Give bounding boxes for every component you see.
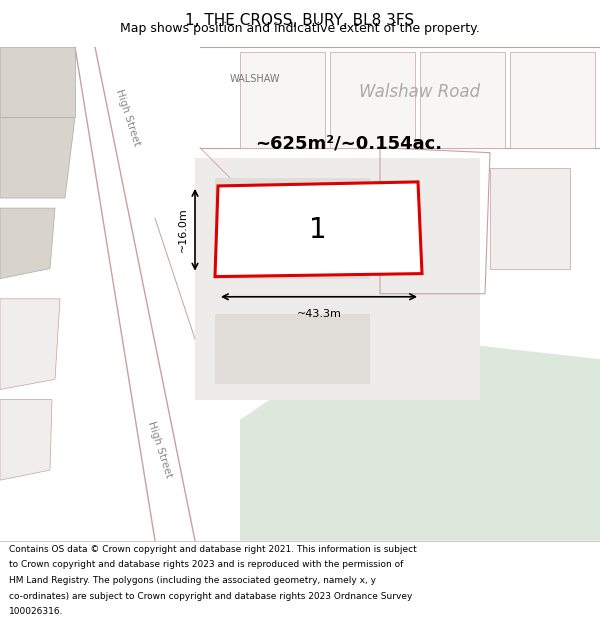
Text: High Street: High Street: [146, 421, 174, 479]
Text: Walshaw Road: Walshaw Road: [359, 83, 481, 101]
Bar: [240, 52, 325, 148]
Text: High Street: High Street: [114, 88, 142, 147]
Text: 100026316.: 100026316.: [9, 608, 64, 616]
Polygon shape: [195, 158, 480, 399]
Polygon shape: [0, 208, 55, 279]
Bar: [510, 52, 595, 148]
Text: ~16.0m: ~16.0m: [178, 208, 188, 252]
Polygon shape: [75, 47, 195, 541]
Polygon shape: [240, 198, 360, 264]
Bar: [420, 52, 505, 148]
Text: ~625m²/~0.154ac.: ~625m²/~0.154ac.: [255, 134, 442, 152]
Text: WALSHAW: WALSHAW: [230, 74, 280, 84]
Polygon shape: [0, 118, 75, 198]
Text: co-ordinates) are subject to Crown copyright and database rights 2023 Ordnance S: co-ordinates) are subject to Crown copyr…: [9, 592, 412, 601]
Text: 1, THE CROSS, BURY, BL8 3FS: 1, THE CROSS, BURY, BL8 3FS: [185, 13, 415, 28]
Text: 1: 1: [309, 216, 327, 244]
Polygon shape: [0, 47, 75, 118]
Polygon shape: [240, 339, 600, 541]
Text: ~43.3m: ~43.3m: [296, 309, 341, 319]
Text: to Crown copyright and database rights 2023 and is reproduced with the permissio: to Crown copyright and database rights 2…: [9, 561, 403, 569]
Polygon shape: [95, 47, 200, 218]
Polygon shape: [0, 299, 60, 389]
Polygon shape: [215, 178, 370, 279]
Text: HM Land Registry. The polygons (including the associated geometry, namely x, y: HM Land Registry. The polygons (includin…: [9, 576, 376, 585]
Bar: [330, 52, 415, 148]
Polygon shape: [215, 182, 422, 277]
Polygon shape: [200, 47, 600, 148]
Polygon shape: [215, 314, 370, 384]
Polygon shape: [0, 399, 52, 480]
Text: Map shows position and indicative extent of the property.: Map shows position and indicative extent…: [120, 22, 480, 35]
Bar: [490, 168, 570, 269]
Text: Contains OS data © Crown copyright and database right 2021. This information is : Contains OS data © Crown copyright and d…: [9, 545, 417, 554]
